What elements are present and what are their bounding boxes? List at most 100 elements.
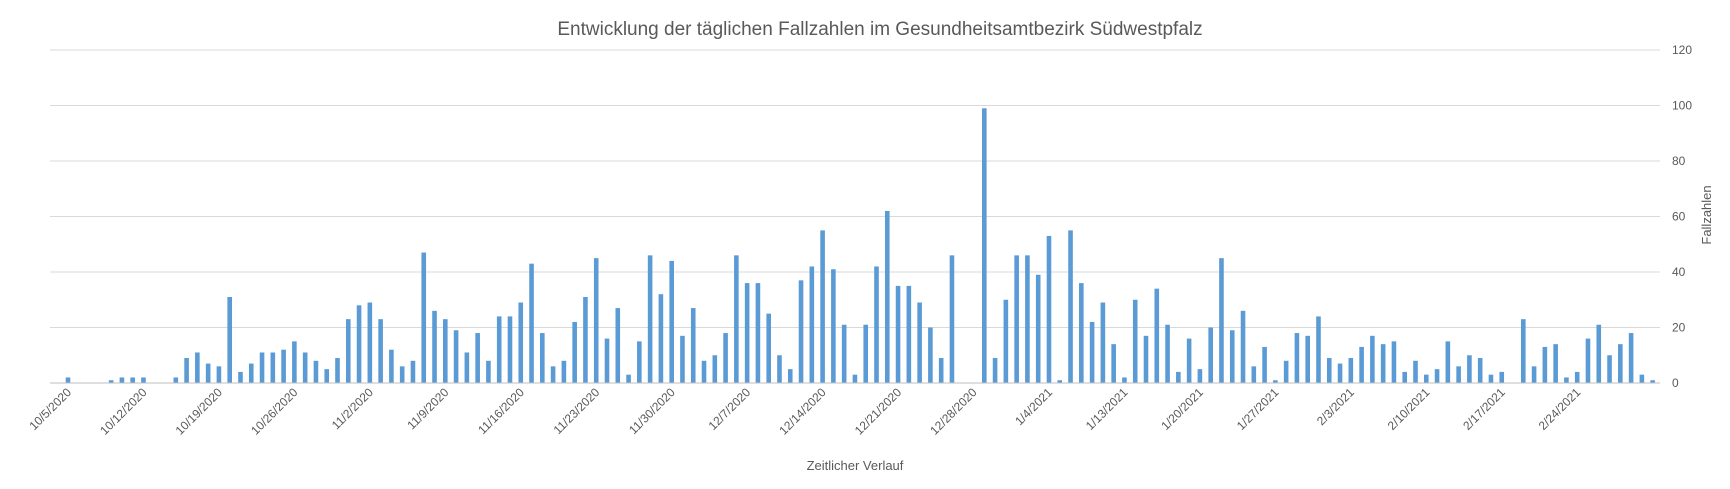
bar — [195, 352, 200, 383]
y-tick-label: 20 — [1672, 321, 1686, 335]
x-tick-label: 10/26/2020 — [248, 385, 301, 438]
bar — [432, 310, 437, 383]
y-axis-title: Fallzahlen — [1699, 185, 1714, 244]
bar — [324, 369, 330, 384]
x-tick-label: 12/21/2020 — [852, 385, 905, 438]
x-tick-label: 12/28/2020 — [927, 385, 980, 438]
bar — [173, 377, 179, 383]
bar — [1488, 374, 1494, 383]
bar — [1305, 335, 1310, 383]
bar — [1165, 324, 1170, 383]
bar — [184, 358, 189, 383]
bar — [292, 341, 297, 384]
bar — [65, 377, 71, 383]
bar — [949, 255, 955, 383]
bar — [1423, 374, 1429, 383]
bar — [1240, 310, 1246, 383]
bar — [604, 338, 610, 383]
bar — [1650, 380, 1655, 383]
y-tick-label: 120 — [1672, 43, 1692, 57]
bar — [1262, 346, 1267, 383]
bar — [1542, 346, 1548, 383]
bar — [1628, 333, 1634, 383]
x-axis-title: Zeitlicher Verlauf — [807, 458, 904, 473]
bar — [1122, 377, 1127, 383]
x-tick-label: 2/3/2021 — [1314, 385, 1357, 428]
bar — [701, 360, 707, 383]
x-tick-label: 2/24/2021 — [1536, 385, 1584, 433]
x-tick-label: 2/10/2021 — [1385, 385, 1433, 433]
bar — [259, 352, 265, 383]
bar — [841, 324, 847, 383]
bar — [561, 360, 567, 383]
bar — [820, 230, 825, 384]
bar — [550, 366, 556, 383]
bar — [884, 210, 890, 383]
bar — [1402, 371, 1408, 383]
bar — [356, 305, 362, 383]
bar — [507, 316, 513, 383]
bar — [680, 335, 685, 383]
bar — [1132, 299, 1138, 383]
bar — [1294, 333, 1300, 383]
bar — [992, 358, 998, 383]
bar — [216, 366, 222, 383]
bar — [1607, 355, 1612, 383]
bar — [615, 308, 621, 383]
bar — [410, 360, 416, 383]
bar — [583, 296, 588, 383]
bar — [281, 349, 286, 383]
bar — [1068, 230, 1073, 384]
bar — [1251, 366, 1257, 383]
bar — [1564, 377, 1569, 383]
bar — [734, 255, 739, 383]
bar — [1445, 341, 1451, 384]
gridlines — [50, 49, 1660, 328]
bar — [1035, 274, 1041, 383]
bar — [378, 319, 383, 383]
bar — [1154, 288, 1160, 383]
bar — [1618, 344, 1623, 383]
x-tick-label: 1/20/2021 — [1158, 385, 1206, 433]
bar — [744, 283, 750, 383]
bar — [637, 341, 642, 384]
bar — [453, 330, 459, 383]
bar — [690, 308, 696, 383]
bar — [917, 302, 922, 383]
bar — [1208, 327, 1213, 383]
bar — [1391, 341, 1397, 384]
bar — [1639, 374, 1645, 383]
bar — [852, 374, 858, 383]
bar — [389, 349, 394, 383]
bar — [270, 352, 276, 383]
chart-title: Entwicklung der täglichen Fallzahlen im … — [557, 19, 1202, 40]
bar — [572, 321, 577, 383]
x-tick-label: 1/4/2021 — [1012, 385, 1055, 428]
y-tick-label: 80 — [1672, 154, 1686, 168]
bar — [1014, 255, 1019, 383]
bar — [1380, 344, 1386, 383]
x-tick-label: 12/7/2020 — [706, 385, 754, 433]
bar — [1521, 319, 1526, 383]
bar — [238, 371, 243, 383]
bar — [1003, 299, 1009, 383]
bar — [130, 377, 135, 383]
bar — [486, 360, 491, 383]
bar — [1143, 335, 1149, 383]
bar — [475, 333, 480, 383]
bar — [1100, 302, 1106, 383]
bar — [399, 366, 405, 383]
bar — [540, 333, 545, 383]
bar — [1574, 371, 1580, 383]
bar — [1057, 380, 1063, 383]
bar — [1046, 235, 1052, 383]
bar — [1456, 366, 1461, 383]
bar — [302, 352, 308, 383]
y-tick-label: 40 — [1672, 265, 1686, 279]
bar — [421, 252, 427, 383]
bar — [928, 327, 933, 383]
bar — [1111, 344, 1116, 383]
x-tick-label: 1/13/2021 — [1083, 385, 1131, 433]
bar — [1370, 335, 1375, 383]
